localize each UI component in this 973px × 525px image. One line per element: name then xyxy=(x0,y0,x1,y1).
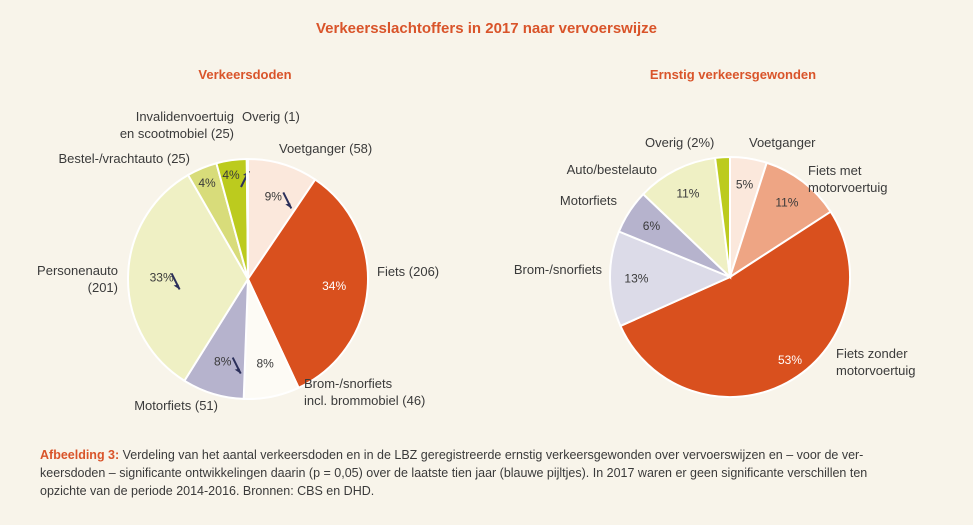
pie-chart-ernstig-verkeersgewonden: 5% Voetganger 11% Fiets met motorvoertuig 53%… xyxy=(514,135,915,399)
pie-slice-fiets-zonder xyxy=(619,210,852,399)
pie-slice-overig-1 xyxy=(245,157,249,280)
left-chart-title: Verkeersdoden xyxy=(198,67,292,82)
slice-percent-brom-snorfiets: 8% xyxy=(256,357,274,371)
slice-label-auto-bestelauto: Auto/bestelauto xyxy=(567,162,657,177)
pie-slice-auto-bestelauto xyxy=(641,156,732,280)
slice-percent-bestel-vrachtauto-25: 4% xyxy=(198,176,216,190)
slice-percent-fiets-zonder: 53% xyxy=(778,353,802,367)
slice-label-fiets-met: Fiets met motorvoertuig xyxy=(808,163,887,195)
right-chart-title: Ernstig verkeersgewonden xyxy=(649,67,817,82)
slice-label-brom-snorfiets: Brom-/snorfiets incl. brommobiel (46) xyxy=(304,376,425,408)
slice-label-voetganger: Voetganger xyxy=(749,135,816,150)
slice-percent-voetganger: 5% xyxy=(736,178,754,192)
slice-percent-motorfiets-51: 8% xyxy=(214,355,232,369)
slice-percent-brom-snorfiets: 13% xyxy=(624,271,648,285)
slice-percent-invalidenvoertuig: 4% xyxy=(222,168,240,182)
caption-line-1: Verdeling van het aantal verkeersdoden e… xyxy=(119,448,864,462)
caption-lead: Afbeelding 3: xyxy=(40,448,120,462)
pie-slice-personenauto xyxy=(127,173,250,383)
slice-label-brom-snorfiets: Brom-/snorfiets xyxy=(514,262,603,277)
figure-title: Verkeersslachtoffers in 2017 naar vervoe… xyxy=(315,20,658,37)
slice-label-motorfiets-51: Motorfiets (51) xyxy=(134,398,218,413)
slice-label-voetganger-58: Voetganger (58) xyxy=(279,141,372,156)
charts-canvas: 9% Voetganger (58) 34% Fiets (206) 8% Brom-/s… xyxy=(37,109,915,413)
pie-slice-brom-snorfiets xyxy=(609,230,733,328)
pie-slice-fiets-206 xyxy=(246,178,369,390)
slice-label-overig-1: Overig (1) xyxy=(242,109,300,124)
slice-label-invalidenvoertuig: Invalidenvoertuig en scootmobiel (25) xyxy=(120,109,234,141)
slice-percent-voetganger-58: 9% xyxy=(265,189,283,203)
slice-label-fiets-zonder: Fiets zonder motorvoertuig xyxy=(836,346,915,378)
trend-arrowhead-personenauto xyxy=(173,284,180,290)
pie-slice-overig-2 xyxy=(713,155,731,278)
slice-percent-fiets-met: 11% xyxy=(775,196,798,210)
pie-chart-verkeersdoden: 9% Voetganger (58) 34% Fiets (206) 8% Brom-/s… xyxy=(37,109,439,413)
slice-label-overig-2: Overig (2%) xyxy=(645,135,714,150)
trend-arrowhead-voetganger-58 xyxy=(285,203,292,209)
slice-label-bestel-vrachtauto-25: Bestel-/vrachtauto (25) xyxy=(58,151,190,166)
figure-caption: Afbeelding 3: Verdeling van het aantal v… xyxy=(40,446,940,500)
slice-percent-motorfiets: 6% xyxy=(643,219,661,233)
slice-label-motorfiets: Motorfiets xyxy=(560,193,618,208)
slice-percent-personenauto: 33% xyxy=(150,270,174,284)
slice-percent-auto-bestelauto: 11% xyxy=(676,186,699,200)
slice-label-fiets-206: Fiets (206) xyxy=(377,264,439,279)
caption-line-2: keersdoden – significante ontwikkelingen… xyxy=(40,466,868,480)
pie-slice-fiets-met xyxy=(728,161,833,280)
slice-label-personenauto: Personenauto (201) xyxy=(37,263,118,295)
caption-line-3: opzichte van de periode 2014-2016. Bronn… xyxy=(40,484,375,498)
trend-arrowhead-motorfiets-51 xyxy=(234,368,241,374)
slice-percent-fiets-206: 34% xyxy=(322,279,346,293)
